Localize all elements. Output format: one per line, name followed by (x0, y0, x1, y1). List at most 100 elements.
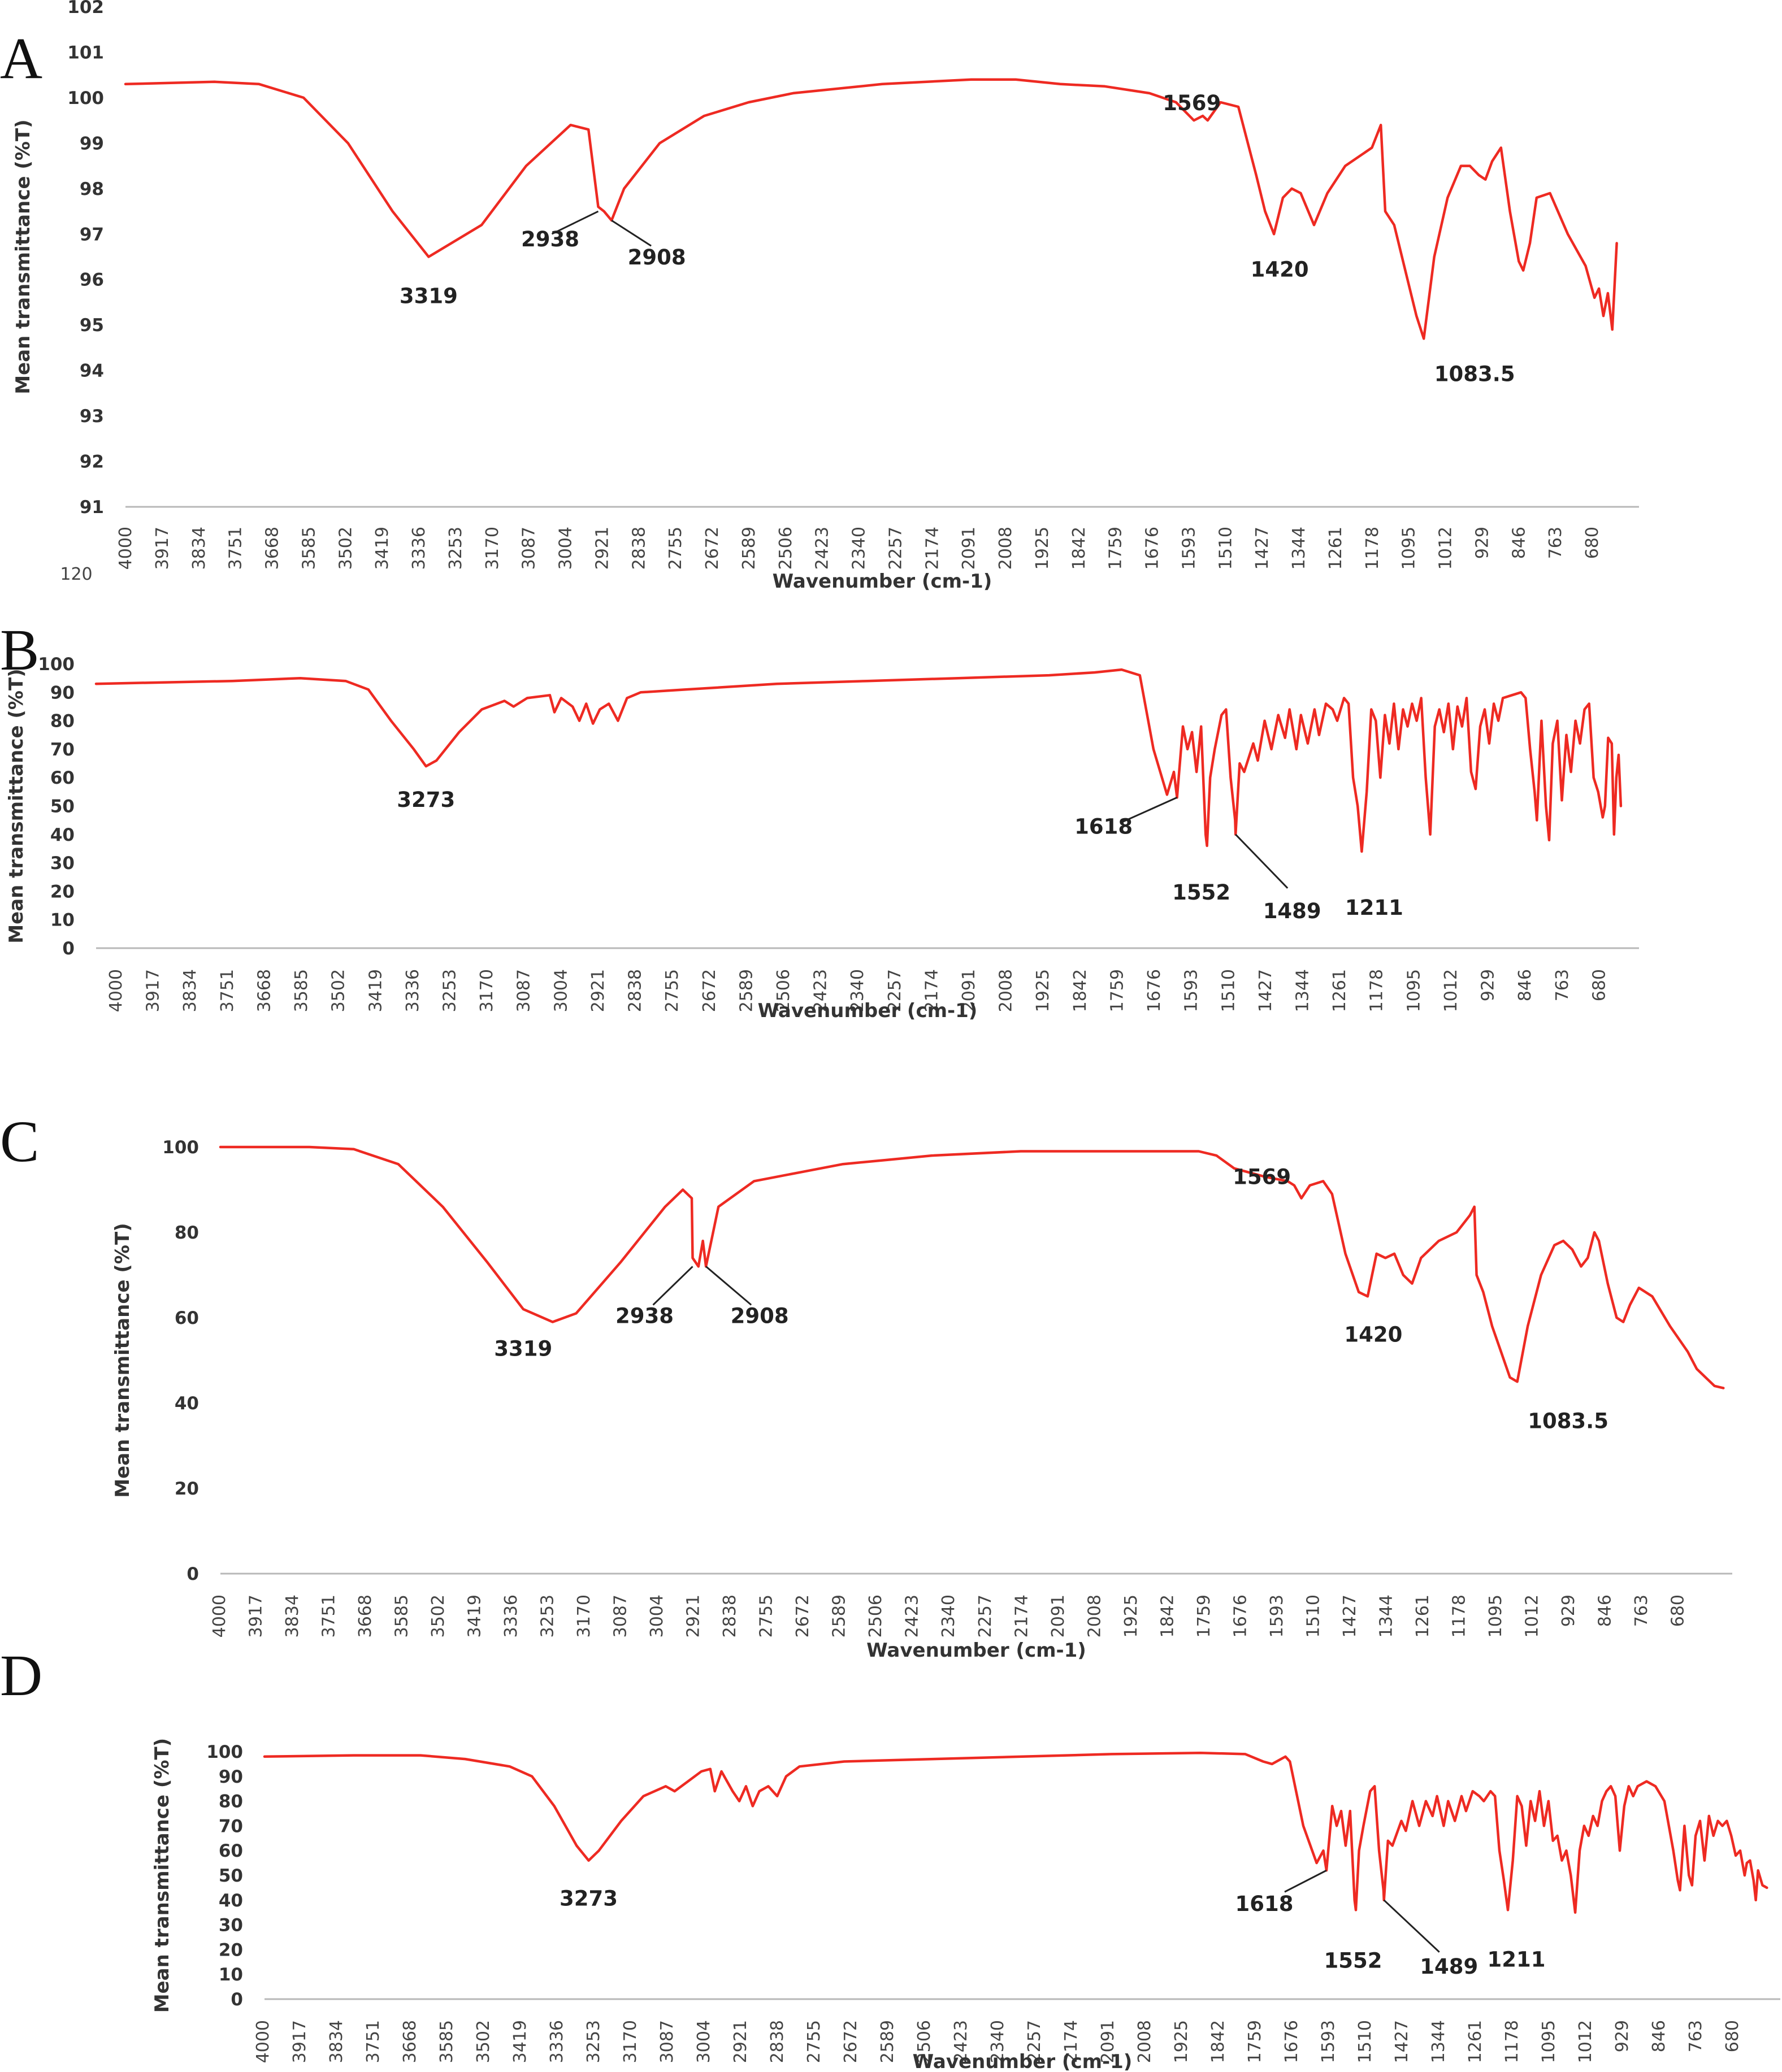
x-tick-label: 2921 (592, 527, 612, 570)
x-tick-label: 1261 (1413, 1595, 1433, 1637)
x-tick-label: 2921 (684, 1595, 704, 1637)
peak-label: 3319 (494, 1337, 552, 1361)
y-tick-label: 100 (38, 654, 75, 675)
x-tick-label: 929 (1559, 1595, 1579, 1627)
x-tick-label: 2755 (757, 1595, 777, 1637)
peak-label: 1489 (1420, 1954, 1478, 1979)
y-tick-label: 40 (175, 1393, 199, 1414)
x-tick-label: 3004 (556, 527, 576, 570)
x-tick-label: 3336 (409, 527, 429, 570)
peak-label: 1552 (1324, 1948, 1382, 1973)
peak-leader-line (652, 1266, 693, 1306)
x-tick-label: 1012 (1576, 2020, 1595, 2063)
y-tick-label: 92 (80, 452, 104, 472)
peak-leader-line (1122, 797, 1178, 823)
peak-label: 3319 (400, 284, 458, 309)
panel-letter-c: C (0, 1109, 39, 1174)
peak-leader-line (705, 1266, 752, 1306)
x-tick-label: 1178 (1367, 969, 1387, 1012)
x-tick-label: 3502 (428, 1595, 448, 1637)
peak-leader-line (1284, 1869, 1327, 1893)
y-tick-label: 96 (80, 270, 104, 290)
panel-b: B 0 10 20 30 40 50 60 70 80 90 100 4000 3917 3834 3751… (0, 618, 1639, 1022)
x-tick-label: 1593 (1182, 969, 1202, 1012)
x-tick-label: 1759 (1107, 969, 1127, 1012)
x-tick-label: 680 (1723, 2020, 1742, 2052)
x-tick-label: 763 (1686, 2020, 1706, 2052)
x-tick-label: 1427 (1392, 2020, 1412, 2063)
x-tick-label: 3834 (189, 527, 209, 570)
x-tick-label: 2340 (939, 1595, 959, 1637)
y-tick-label: 60 (175, 1308, 199, 1328)
x-tick-label: 2174 (1012, 1595, 1031, 1637)
y-tick-label: 50 (50, 797, 75, 817)
y-tick-label: 80 (219, 1792, 243, 1812)
x-tick-label: 2672 (793, 1595, 813, 1637)
y-tick-label: 0 (187, 1564, 199, 1584)
x-tick-label: 1344 (1289, 527, 1309, 570)
x-tick-label: 1427 (1340, 1595, 1360, 1637)
x-tick-label: 1593 (1319, 2020, 1338, 2063)
x-tick-label: 3834 (180, 969, 200, 1012)
peak-leader-line (551, 210, 599, 235)
x-tick-label: 2257 (1025, 2020, 1044, 2063)
x-tick-label: 3585 (299, 527, 319, 570)
y-tick-label: 10 (219, 1965, 243, 1985)
x-tick-label: 2921 (588, 969, 608, 1012)
x-tick-label: 1759 (1194, 1595, 1214, 1637)
x-tick-label: 2091 (1098, 2020, 1118, 2063)
x-tick-label: 763 (1546, 527, 1566, 559)
x-axis-title: Wavenumber (cm-1) (913, 2051, 1133, 2072)
x-tick-label: 1344 (1429, 2020, 1449, 2063)
x-tick-label: 2506 (914, 2020, 934, 2063)
y-tick-label: 10 (50, 910, 75, 931)
spectrum-line (94, 668, 1623, 853)
y-axis-title: Mean transmittance (%T) (111, 1223, 134, 1497)
x-tick-label: 2008 (1085, 1595, 1104, 1637)
x-tick-label: 3004 (647, 1595, 667, 1637)
x-tick-label: 1676 (1282, 2020, 1302, 2063)
x-tick-label: 1759 (1106, 527, 1126, 570)
y-tick-label: 80 (50, 711, 75, 732)
x-tick-label: 1842 (1157, 1595, 1177, 1637)
peak-label: 2938 (521, 227, 579, 251)
x-tick-label: 3668 (355, 1595, 375, 1637)
panel-c-plot: 0 20 40 60 80 100 4000 3917 3834 3751 3668 3585 3502… (111, 1137, 1732, 1662)
x-tick-label: 1510 (1355, 2020, 1375, 2063)
y-tick-label: 90 (219, 1767, 243, 1787)
x-tick-label: 2340 (849, 527, 869, 570)
panel-letter-b: B (0, 618, 39, 683)
x-tick-label: 929 (1612, 2020, 1632, 2052)
peak-label: 1569 (1233, 1165, 1291, 1189)
x-tick-label: 3087 (514, 969, 534, 1012)
x-tick-label: 1012 (1436, 527, 1456, 570)
panel-d: D 0 10 20 30 40 50 60 70 80 90 100 4000 3917 3834 3751… (0, 1643, 1780, 2072)
panel-a: A 91 92 93 94 95 96 97 98 99 100 101 102 4000 3917 383… (0, 0, 1639, 593)
x-tick-label: 3253 (538, 1595, 558, 1637)
x-axis-title: Wavenumber (cm-1) (758, 1000, 978, 1022)
x-tick-label: 2672 (703, 527, 722, 570)
x-axis-title: Wavenumber (cm-1) (773, 570, 992, 593)
x-tick-label: 4000 (210, 1595, 229, 1637)
y-tick-label: 50 (219, 1866, 243, 1886)
x-tick-label: 2174 (1061, 2020, 1081, 2063)
y-tick-label: 70 (50, 740, 75, 760)
x-tick-label: 2423 (903, 1595, 922, 1637)
peak-leader-line (1383, 1899, 1440, 1953)
x-tick-label: 2672 (841, 2020, 861, 2063)
x-tick-label: 3751 (363, 2020, 383, 2063)
x-tick-label: 2340 (848, 969, 868, 1012)
x-tick-label: 2506 (866, 1595, 886, 1637)
y-tick-label: 93 (80, 406, 104, 427)
y-tick-label: 20 (175, 1479, 199, 1499)
x-tick-label: 3585 (392, 1595, 412, 1637)
y-tick-label: 0 (62, 939, 75, 959)
x-tick-label: 763 (1632, 1595, 1651, 1627)
x-tick-label: 3087 (611, 1595, 631, 1637)
x-tick-label: 1676 (1144, 969, 1164, 1012)
x-tick-label: 2423 (951, 2020, 971, 2063)
x-tick-label: 3502 (474, 2020, 493, 2063)
x-tick-label: 1344 (1293, 969, 1313, 1012)
x-tick-label: 3585 (292, 969, 311, 1012)
x-tick-label: 3751 (218, 969, 237, 1012)
